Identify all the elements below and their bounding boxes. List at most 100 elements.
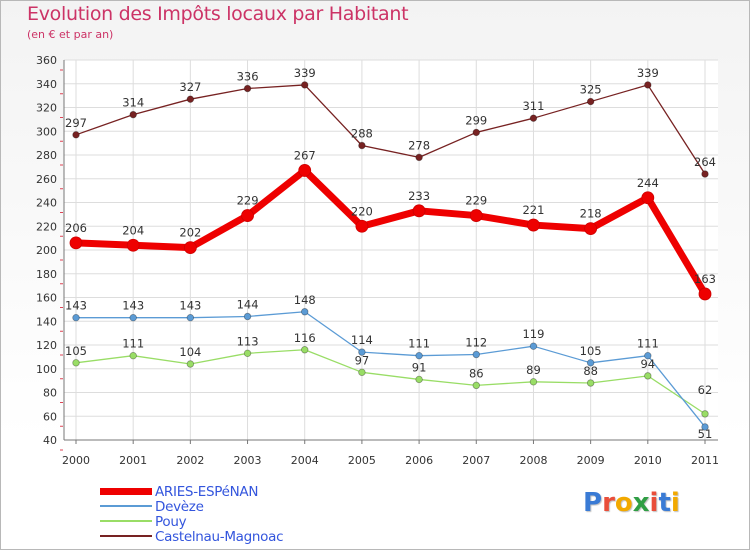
data-label: 143 [179, 299, 201, 313]
data-point [243, 312, 252, 321]
legend-label: ARIES-ESPéNAN [155, 484, 259, 500]
x-tick-label: 2011 [691, 454, 719, 467]
data-point [415, 153, 423, 162]
data-label: 339 [294, 66, 316, 80]
data-point [584, 222, 598, 236]
data-point [698, 287, 712, 301]
data-label: 111 [408, 337, 430, 351]
data-label: 94 [640, 357, 655, 371]
data-point [243, 349, 252, 358]
data-label: 148 [294, 293, 316, 307]
data-point [644, 372, 652, 380]
data-label: 202 [179, 226, 201, 240]
legend-label: Pouy [155, 514, 187, 530]
data-label: 112 [465, 336, 487, 350]
data-label: 62 [698, 383, 713, 397]
data-label: 114 [351, 333, 373, 347]
data-point [529, 342, 538, 350]
data-label: 105 [65, 344, 87, 358]
x-tick-label: 2001 [119, 454, 147, 467]
data-label: 233 [408, 189, 430, 203]
logo-letter: o [614, 488, 633, 518]
data-point [243, 84, 252, 93]
data-label: 297 [65, 116, 87, 130]
line-chart: 40 60 80 100 120 140 160 180 200 220 240 260 280 300 3… [36, 54, 719, 467]
logo-letter: i [649, 488, 659, 518]
logo-letter: r [602, 488, 615, 518]
legend-swatch [100, 535, 152, 537]
data-label: 143 [65, 299, 87, 313]
data-label: 220 [351, 204, 373, 218]
data-label: 244 [637, 176, 659, 190]
x-tick-label: 2009 [577, 454, 605, 467]
data-point [301, 81, 309, 89]
data-point [586, 379, 595, 387]
data-label: 218 [580, 207, 602, 221]
y-tick-label: 360 [36, 54, 57, 67]
x-tick-label: 2006 [405, 454, 433, 467]
data-point [358, 368, 366, 377]
data-point [183, 241, 197, 255]
y-tick-label: 320 [36, 102, 57, 115]
y-tick-label: 300 [36, 125, 57, 138]
data-label: 314 [122, 96, 144, 110]
chart-subtitle: (en € et par an) [27, 28, 114, 41]
x-tick-label: 2002 [176, 454, 204, 467]
y-tick-label: 100 [36, 363, 57, 376]
y-tick-label: 160 [36, 292, 57, 305]
series-line-0 [72, 166, 709, 298]
data-point [358, 141, 366, 150]
data-label: 204 [122, 223, 144, 237]
data-point [412, 204, 426, 218]
data-point [472, 381, 480, 390]
x-tick-label: 2007 [462, 454, 490, 467]
logo-letter: x [632, 488, 650, 518]
y-tick-label: 60 [43, 410, 57, 423]
legend-swatch [100, 520, 152, 522]
data-point [301, 308, 309, 316]
data-label: 116 [294, 331, 316, 345]
x-tick-label: 2008 [519, 454, 547, 467]
x-tick-label: 2005 [348, 454, 376, 467]
data-label: 91 [412, 360, 427, 374]
logo-letter: P [583, 488, 603, 518]
data-point [472, 128, 480, 137]
data-label: 163 [694, 272, 716, 286]
y-tick-label: 40 [43, 434, 57, 447]
data-label: 86 [469, 366, 484, 380]
data-point [641, 191, 655, 205]
data-point [644, 81, 652, 89]
data-point [415, 375, 423, 384]
x-tick-label: 2000 [62, 454, 90, 467]
data-label: 339 [637, 66, 659, 80]
data-point [186, 360, 195, 368]
data-point [241, 209, 254, 222]
legend-swatch [100, 505, 152, 507]
logo-letter: i [670, 488, 680, 518]
y-tick-label: 80 [43, 387, 57, 400]
y-tick-label: 200 [36, 244, 57, 257]
data-point [72, 313, 80, 322]
data-label: 104 [179, 345, 201, 359]
legend-label: Castelnau-Magnoac [155, 529, 284, 545]
data-point [644, 351, 652, 360]
series-line-2 [75, 349, 706, 415]
data-point [701, 170, 709, 178]
data-label: 325 [580, 83, 602, 97]
chart-title: Evolution des Impôts locaux par Habitant [27, 3, 409, 25]
data-label: 111 [637, 337, 659, 351]
x-tick-label: 2004 [291, 454, 319, 467]
data-label: 229 [465, 194, 487, 208]
data-point [72, 131, 80, 139]
data-label: 88 [583, 364, 598, 378]
data-label: 288 [351, 127, 373, 141]
proxiti-logo: Proxiti [583, 488, 680, 518]
data-label: 299 [465, 113, 487, 127]
data-point [72, 359, 80, 367]
y-axis-ticks: 40 60 80 100 120 140 160 180 200 220 240 260 280 300 3… [36, 54, 63, 451]
data-label: 97 [355, 353, 370, 367]
x-tick-label: 2003 [234, 454, 262, 467]
y-tick-label: 280 [36, 149, 57, 162]
data-label: 264 [694, 155, 716, 169]
y-tick-label: 260 [36, 173, 57, 186]
